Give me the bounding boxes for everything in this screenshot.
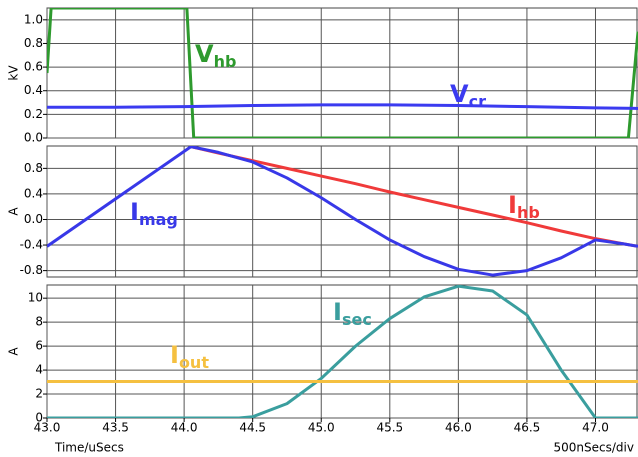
series-label-name: V <box>195 40 214 68</box>
x-tick-label: 46.5 <box>514 421 541 435</box>
y-axis-label: A <box>7 347 21 356</box>
series-label: Imag <box>130 198 178 229</box>
x-tick-label: 43.0 <box>34 421 61 435</box>
y-tick-label: -0.4 <box>20 238 43 252</box>
y-tick-label: 0 <box>35 411 43 425</box>
series-label-name: I <box>333 298 342 326</box>
series-line <box>190 146 638 248</box>
series-line <box>47 285 638 418</box>
y-tick-label: -0.8 <box>20 263 43 277</box>
series-label-subscript: mag <box>139 210 178 229</box>
series-label-subscript: cr <box>469 92 486 111</box>
y-tick-label: 0.8 <box>24 161 43 175</box>
x-tick-label: 43.5 <box>102 421 129 435</box>
series-label-subscript: sec <box>342 310 372 329</box>
x-tick-label: 47.0 <box>582 421 609 435</box>
series-label-name: I <box>170 341 179 369</box>
x-axis-label: Time/uSecs <box>54 441 124 455</box>
series-label-name: I <box>130 198 139 226</box>
y-tick-label: 8 <box>35 315 43 329</box>
y-tick-label: 0.0 <box>24 131 43 145</box>
x-tick-label: 44.0 <box>171 421 198 435</box>
x-tick-label: 44.5 <box>239 421 266 435</box>
series-label: Isec <box>333 298 372 329</box>
y-tick-label: 0.6 <box>24 60 43 74</box>
y-axis-label: A <box>7 207 21 216</box>
series-label-name: I <box>508 191 517 219</box>
series-line <box>47 8 638 138</box>
scale-note: 500nSecs/div <box>554 441 634 455</box>
series-label: Vcr <box>450 80 486 111</box>
series-line <box>47 146 638 277</box>
series-label-subscript: hb <box>517 203 540 222</box>
x-tick-label: 45.5 <box>376 421 403 435</box>
x-tick-label: 46.0 <box>445 421 472 435</box>
series-label: Vhb <box>195 40 236 71</box>
y-axis-label: kV <box>7 65 21 81</box>
y-tick-label: 2 <box>35 387 43 401</box>
y-tick-label: 1.0 <box>24 12 43 26</box>
y-tick-label: 0.4 <box>24 186 43 200</box>
y-tick-label: 4 <box>35 363 43 377</box>
y-tick-label: 0.8 <box>24 36 43 50</box>
x-tick-label: 45.0 <box>308 421 335 435</box>
y-tick-label: 0.4 <box>24 83 43 97</box>
series-label-subscript: out <box>179 353 209 372</box>
y-tick-label: 0.2 <box>24 107 43 121</box>
series-line <box>47 103 638 110</box>
series-label-name: V <box>450 80 469 108</box>
series-label-subscript: hb <box>214 52 237 71</box>
series-label: Iout <box>170 341 209 372</box>
series-label: Ihb <box>508 191 540 222</box>
y-tick-label: 10 <box>28 291 43 305</box>
plot-area <box>46 284 638 419</box>
y-tick-label: 6 <box>35 339 43 353</box>
plot-area <box>46 7 638 139</box>
y-tick-label: 0.0 <box>24 212 43 226</box>
